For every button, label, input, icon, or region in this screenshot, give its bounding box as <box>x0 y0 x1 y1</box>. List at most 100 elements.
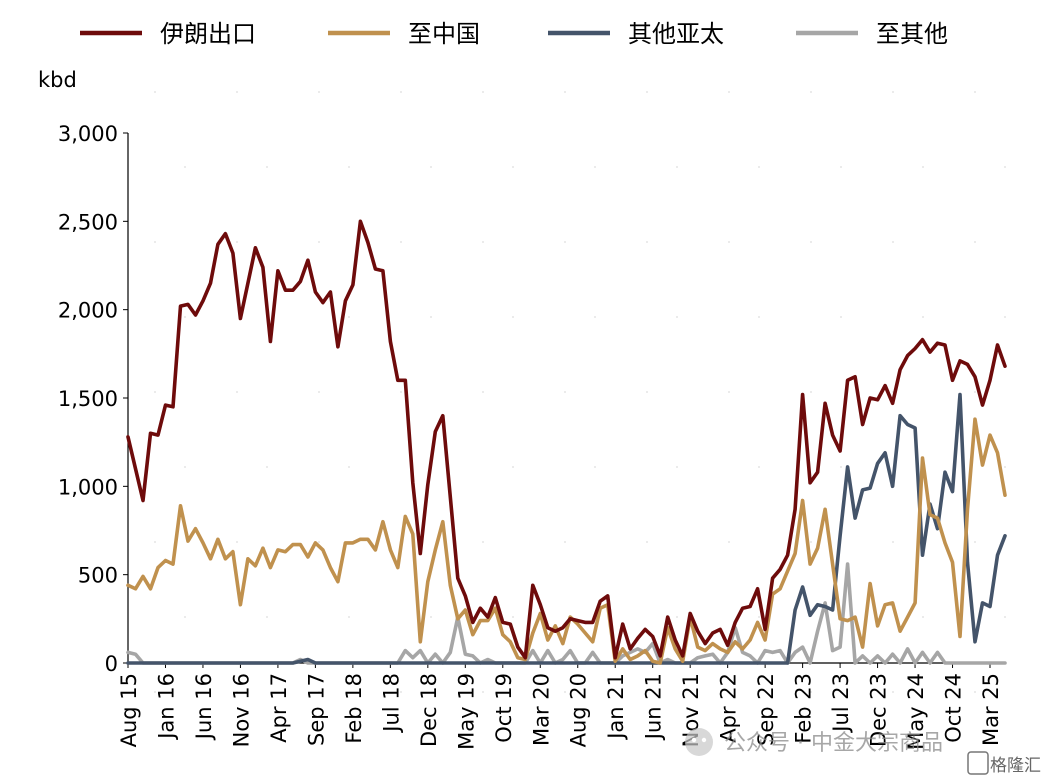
y-axis: 0 500 1,000 1,500 2,000 2,500 3,000 <box>58 122 129 676</box>
background-dot <box>1004 316 1006 318</box>
background-dot <box>482 241 484 243</box>
y-tick-label: 3,000 <box>58 122 118 146</box>
background-dot <box>892 91 894 93</box>
background-dot <box>400 241 402 243</box>
background-dot <box>676 616 678 618</box>
y-tick-label: 0 <box>105 652 118 676</box>
legend-label: 伊朗出口 <box>160 20 256 48</box>
background-dot <box>646 241 648 243</box>
x-tick-label: Oct 24 <box>942 673 966 743</box>
y-tick-label: 2,500 <box>58 210 118 234</box>
background-dot <box>646 691 648 693</box>
x-tick-label: Jun 21 <box>642 673 666 741</box>
x-tick-label: Oct 19 <box>492 673 516 743</box>
watermark-badge-icon <box>967 751 989 775</box>
background-dot <box>482 691 484 693</box>
background-dot <box>482 91 484 93</box>
background-dot <box>400 91 402 93</box>
watermark: 公众号 · 中金大宗商品 格隆汇 <box>685 728 1041 776</box>
background-dot <box>184 616 186 618</box>
x-tick-label: May 24 <box>904 673 928 750</box>
background-dot <box>184 166 186 168</box>
background-dot <box>348 616 350 618</box>
x-tick-label: Sep 22 <box>754 673 778 746</box>
background-dot <box>184 466 186 468</box>
background-dot <box>236 541 238 543</box>
x-tick-label: Jul 18 <box>379 673 403 734</box>
background-dot <box>348 466 350 468</box>
background-dot <box>646 391 648 393</box>
background-dot <box>512 166 514 168</box>
background-dot <box>154 691 156 693</box>
y-axis-unit-label: kbd <box>38 68 77 92</box>
background-dot <box>922 166 924 168</box>
background-dot <box>810 241 812 243</box>
background-dot <box>236 691 238 693</box>
background-dot <box>728 391 730 393</box>
wechat-icon-eye-left <box>691 737 697 743</box>
x-tick-label: Dec 18 <box>417 673 441 747</box>
background-dot <box>892 541 894 543</box>
background-dots <box>154 91 1006 693</box>
background-dot <box>758 466 760 468</box>
background-dot <box>482 391 484 393</box>
wechat-icon <box>685 728 713 756</box>
background-dot <box>974 91 976 93</box>
background-dot <box>728 91 730 93</box>
background-dot <box>758 316 760 318</box>
background-dot <box>810 541 812 543</box>
background-dot <box>974 691 976 693</box>
background-dot <box>236 241 238 243</box>
background-dot <box>318 241 320 243</box>
background-dot <box>840 166 842 168</box>
background-dot <box>564 691 566 693</box>
background-dot <box>266 466 268 468</box>
series-line-0 <box>126 219 1007 660</box>
background-dot <box>594 166 596 168</box>
watermark-text: 公众号 · 中金大宗商品 <box>724 731 943 756</box>
series-lines <box>126 219 1007 665</box>
background-dot <box>512 616 514 618</box>
background-dot <box>1004 616 1006 618</box>
background-dot <box>594 316 596 318</box>
background-dot <box>974 541 976 543</box>
background-dot <box>1004 166 1006 168</box>
background-dot <box>840 316 842 318</box>
background-dot <box>154 91 156 93</box>
background-dot <box>236 391 238 393</box>
x-tick-label: Aug 15 <box>117 673 141 747</box>
background-dot <box>646 541 648 543</box>
background-dot <box>892 691 894 693</box>
watermark-badge-text: 格隆汇 <box>990 756 1041 776</box>
background-dot <box>430 166 432 168</box>
legend: 伊朗出口 至中国 其他亚太 至其他 <box>80 20 948 48</box>
background-dot <box>922 316 924 318</box>
background-dot <box>974 391 976 393</box>
legend-label: 至其他 <box>876 20 948 48</box>
y-tick-label: 1,000 <box>58 475 118 499</box>
series-line-2 <box>126 392 1007 665</box>
background-dot <box>564 241 566 243</box>
background-dot <box>594 466 596 468</box>
background-dot <box>154 541 156 543</box>
x-tick-label: Apr 22 <box>717 673 741 743</box>
background-dot <box>922 616 924 618</box>
background-dot <box>676 166 678 168</box>
background-dot <box>400 691 402 693</box>
background-dot <box>564 541 566 543</box>
x-tick-label: Apr 17 <box>267 673 291 743</box>
background-dot <box>400 391 402 393</box>
background-dot <box>810 691 812 693</box>
background-dot <box>676 466 678 468</box>
legend-label: 其他亚太 <box>628 20 724 48</box>
background-dot <box>430 316 432 318</box>
background-dot <box>810 91 812 93</box>
x-tick-label: Feb 18 <box>342 673 366 744</box>
x-tick-label: May 19 <box>454 673 478 750</box>
background-dot <box>318 91 320 93</box>
x-tick-label: Jan 16 <box>154 673 178 741</box>
background-dot <box>646 91 648 93</box>
background-dot <box>676 316 678 318</box>
x-tick-label: Jan 21 <box>604 673 628 741</box>
background-dot <box>728 691 730 693</box>
